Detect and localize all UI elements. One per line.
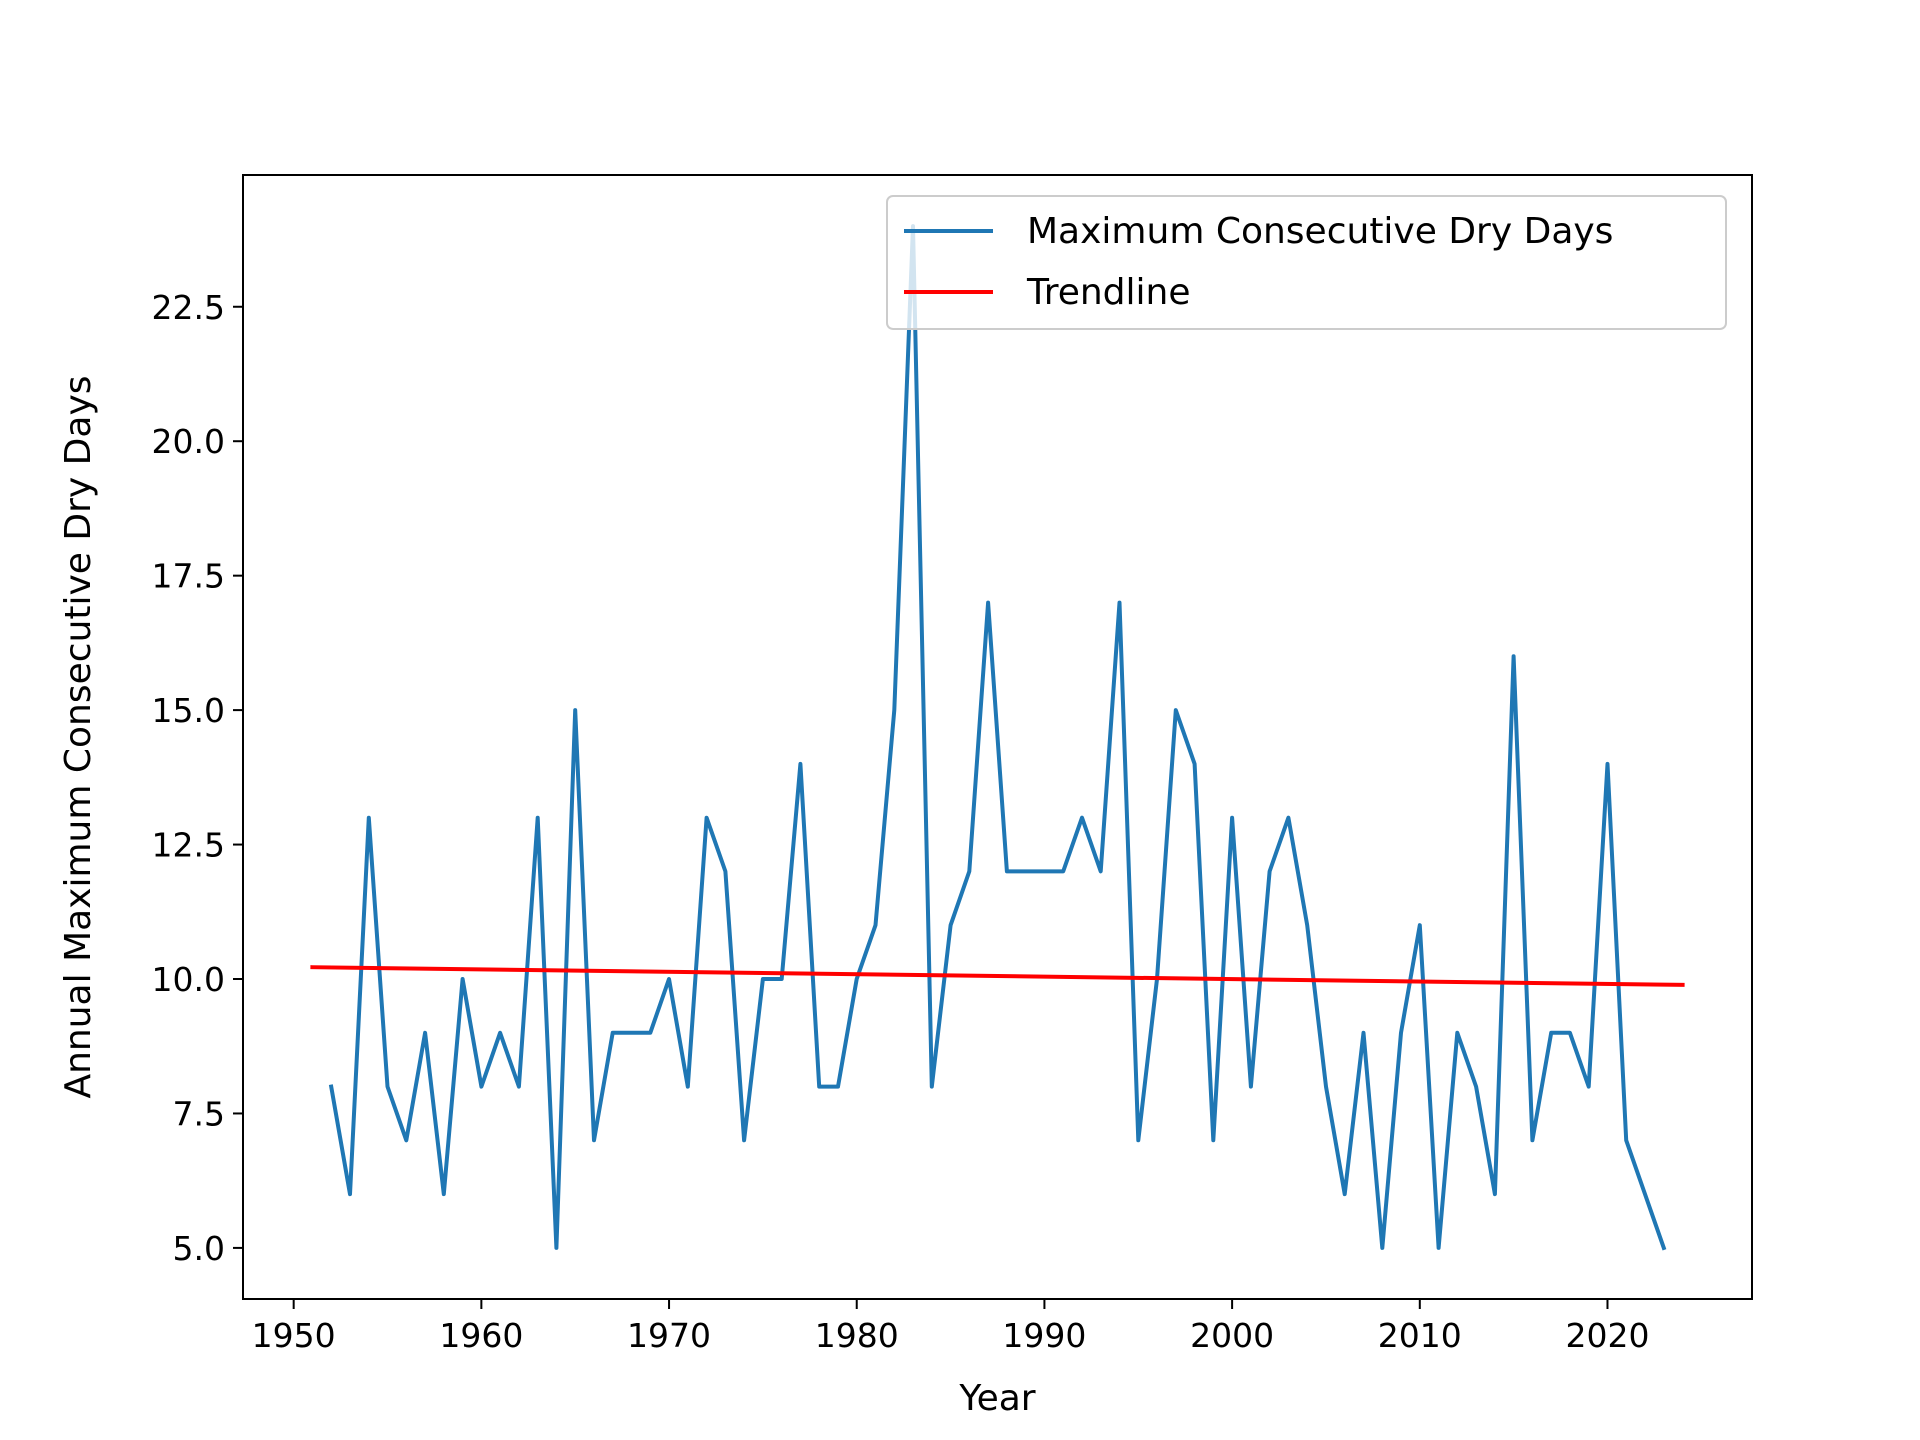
series-layer [310,224,1685,1251]
x-tick-label: 2000 [1190,1316,1274,1355]
y-tick-label: 7.5 [173,1094,225,1133]
y-tick-label: 12.5 [152,826,225,865]
x-tick-label: 1990 [1002,1316,1086,1355]
y-axis: 5.0 7.5 10.0 12.5 15.0 17.5 20.0 22.5 [152,288,243,1268]
x-tick-label: 1960 [439,1316,523,1355]
x-tick-label: 2020 [1565,1316,1649,1355]
legend: Maximum Consecutive Dry Days Trendline [886,195,1727,330]
y-tick-label: 22.5 [152,288,225,327]
y-tick-label: 17.5 [152,557,225,596]
x-tick-label: 2010 [1378,1316,1462,1355]
x-tick-label: 1970 [627,1316,711,1355]
plot-area [242,174,1753,1300]
legend-box [886,195,1727,330]
series-line-max-dry-days [328,224,1667,1251]
trendline [310,965,1685,987]
y-tick-label: 15.0 [152,691,225,730]
axes-frame [242,174,1753,1300]
legend-items: Maximum Consecutive Dry Days Trendline [904,211,1613,313]
y-tick-label: 5.0 [173,1229,225,1268]
legend-label: Trendline [1026,272,1191,313]
x-axis-title: Year [958,1378,1035,1419]
legend-label: Maximum Consecutive Dry Days [1027,211,1613,252]
x-tick-label: 1980 [815,1316,899,1355]
y-axis-title: Annual Maximum Consecutive Dry Days [58,375,99,1098]
x-axis: 1950 1960 1970 1980 1990 2000 2010 2020 [252,1299,1649,1355]
y-tick-label: 20.0 [152,422,225,461]
x-tick-label: 1950 [252,1316,336,1355]
y-tick-label: 10.0 [152,960,225,999]
